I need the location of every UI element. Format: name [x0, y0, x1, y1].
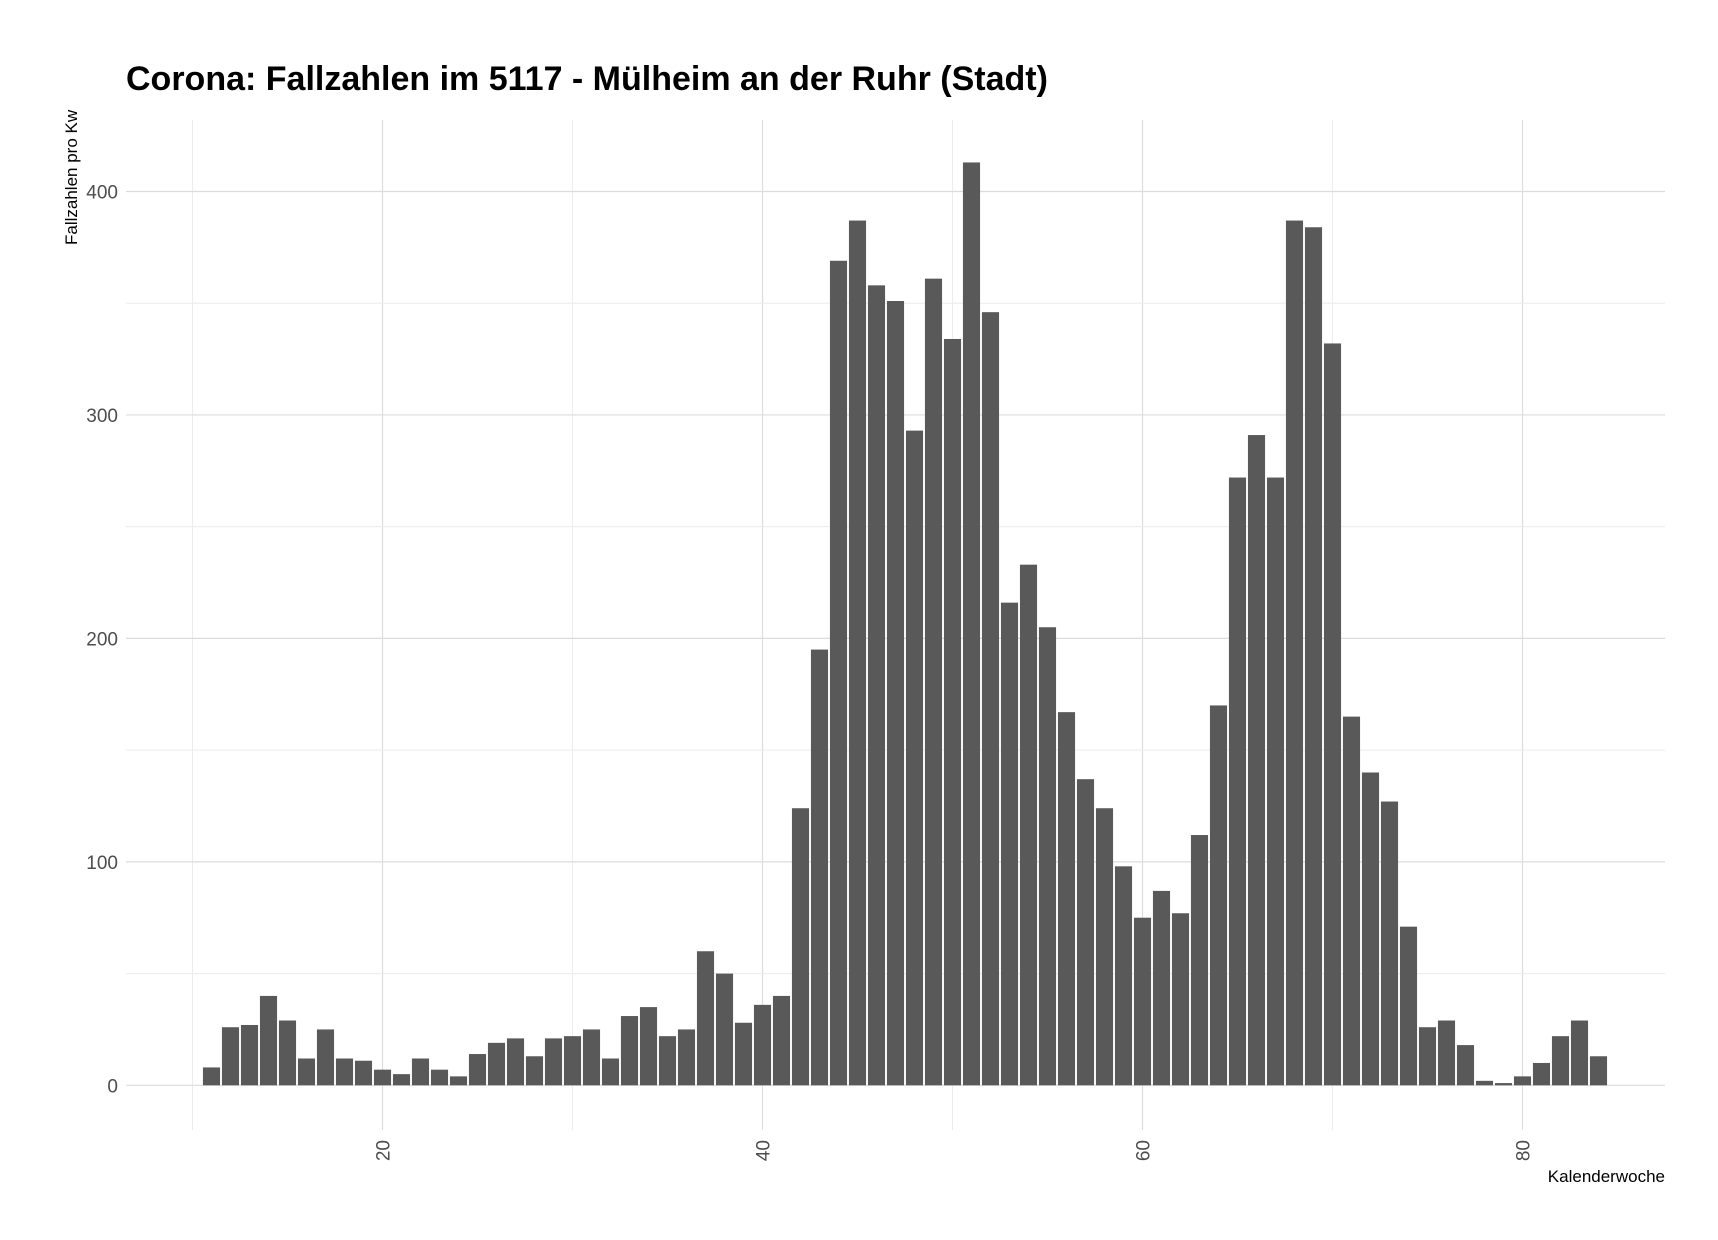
- bar: [1418, 1027, 1437, 1086]
- y-axis-label: Fallzahlen pro Kw: [62, 109, 81, 245]
- bar: [753, 1004, 772, 1086]
- bar: [1076, 779, 1095, 1086]
- bar: [373, 1069, 392, 1086]
- bars: [202, 162, 1608, 1086]
- bar: [1323, 343, 1342, 1086]
- bar: [1038, 627, 1057, 1086]
- bar: [392, 1074, 411, 1086]
- bar: [259, 995, 278, 1086]
- bar: [582, 1029, 601, 1086]
- bar: [715, 973, 734, 1086]
- bar: [278, 1020, 297, 1086]
- y-tick-label: 300: [86, 406, 118, 427]
- bar: [1342, 716, 1361, 1086]
- bar: [506, 1038, 525, 1086]
- bar: [1152, 890, 1171, 1086]
- bar: [221, 1027, 240, 1086]
- bar: [563, 1036, 582, 1086]
- bar: [468, 1054, 487, 1086]
- bar: [1000, 602, 1019, 1086]
- bar: [1171, 913, 1190, 1086]
- bar: [1513, 1076, 1532, 1086]
- x-tick-label: 60: [1134, 1140, 1155, 1161]
- bar: [1209, 705, 1228, 1086]
- bar: [620, 1016, 639, 1086]
- bar: [1114, 866, 1133, 1086]
- bar: [848, 220, 867, 1086]
- bar: [335, 1058, 354, 1086]
- bar: [886, 300, 905, 1086]
- bar: [810, 649, 829, 1086]
- bar: [1095, 808, 1114, 1086]
- bar: [1589, 1056, 1608, 1086]
- bar: [1019, 564, 1038, 1086]
- y-tick-label: 400: [86, 183, 118, 204]
- bar: [905, 430, 924, 1086]
- chart-title: Corona: Fallzahlen im 5117 - Mülheim an …: [126, 60, 1048, 98]
- bar: [487, 1042, 506, 1086]
- bar: [354, 1060, 373, 1086]
- bar: [677, 1029, 696, 1086]
- bar: [544, 1038, 563, 1086]
- bar: [696, 951, 715, 1086]
- y-tick-label: 100: [86, 853, 118, 874]
- bar: [1532, 1062, 1551, 1086]
- bar: [867, 285, 886, 1086]
- bar: [240, 1024, 259, 1086]
- x-axis-label: Kalenderwoche: [1548, 1167, 1665, 1186]
- bar: [1361, 772, 1380, 1086]
- bar: [639, 1007, 658, 1086]
- y-tick-label: 200: [86, 629, 118, 650]
- bar: [202, 1067, 221, 1086]
- x-axis-ticks: 20 40 60 80: [374, 1140, 1535, 1161]
- bar: [981, 312, 1000, 1086]
- x-tick-label: 80: [1514, 1140, 1535, 1161]
- bar: [411, 1058, 430, 1086]
- bar: [1380, 801, 1399, 1086]
- bar: [1266, 477, 1285, 1086]
- bar: [962, 162, 981, 1086]
- y-axis-ticks: 0 100 200 300 400: [86, 183, 118, 1098]
- bar: [1247, 435, 1266, 1086]
- bar: [1399, 926, 1418, 1086]
- bar: [658, 1036, 677, 1086]
- bar: [1456, 1045, 1475, 1086]
- bar: [1057, 712, 1076, 1086]
- bar: [1285, 220, 1304, 1086]
- bar: [924, 278, 943, 1086]
- bar: [1304, 227, 1323, 1086]
- bar: [1494, 1083, 1513, 1086]
- bar: [1133, 917, 1152, 1086]
- x-tick-label: 20: [374, 1140, 395, 1161]
- bar: [316, 1029, 335, 1086]
- bar: [601, 1058, 620, 1086]
- bar: [525, 1056, 544, 1086]
- bar: [430, 1069, 449, 1086]
- y-tick-label: 0: [107, 1076, 118, 1097]
- bar: [1551, 1036, 1570, 1086]
- bar: [1190, 835, 1209, 1086]
- bar: [772, 995, 791, 1086]
- x-tick-label: 40: [754, 1140, 775, 1161]
- bar: [1437, 1020, 1456, 1086]
- bar: [829, 260, 848, 1086]
- bar: [449, 1076, 468, 1086]
- bar: [943, 338, 962, 1086]
- bar: [791, 808, 810, 1086]
- bar: [1475, 1080, 1494, 1086]
- bar: [1570, 1020, 1589, 1086]
- bar: [1228, 477, 1247, 1086]
- bar: [734, 1022, 753, 1086]
- bar: [297, 1058, 316, 1086]
